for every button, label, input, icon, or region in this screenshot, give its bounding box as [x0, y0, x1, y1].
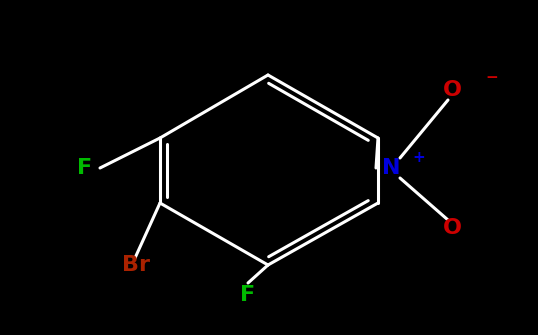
- Text: F: F: [77, 158, 92, 178]
- Text: O: O: [442, 80, 462, 100]
- Text: Br: Br: [122, 255, 150, 275]
- Text: F: F: [240, 285, 256, 305]
- Text: O: O: [442, 218, 462, 238]
- Text: +: +: [412, 150, 424, 165]
- Text: N: N: [382, 158, 400, 178]
- Text: −: −: [485, 70, 498, 85]
